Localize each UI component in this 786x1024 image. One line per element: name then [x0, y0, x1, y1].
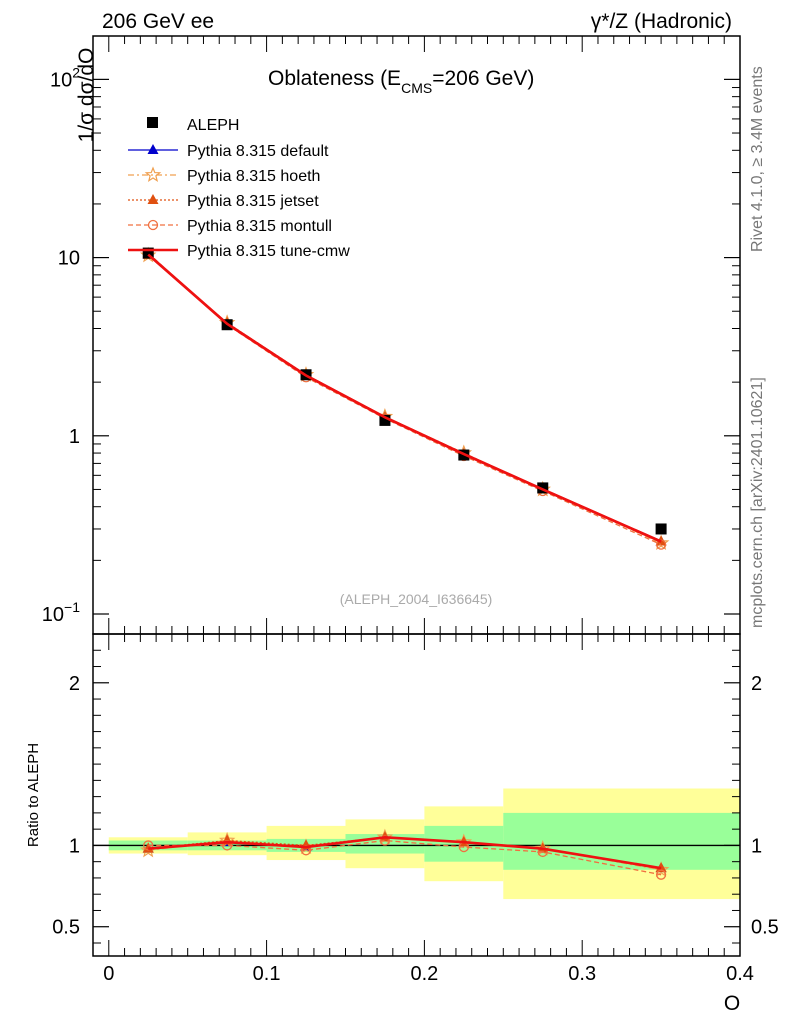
aleph-data-point: [379, 414, 391, 426]
ratio-plot-frame: [92, 633, 741, 957]
header-right: γ*/Z (Hadronic): [591, 10, 732, 33]
ratio-series-marker: [143, 840, 154, 851]
main-series-line: [147, 254, 662, 543]
aleph-data-point: [655, 523, 667, 535]
x-tick-label: 0: [103, 963, 114, 985]
main-y-tick-label: 10−1: [42, 599, 80, 626]
legend-marker: [147, 194, 159, 204]
header-left: 206 GeV ee: [102, 10, 214, 33]
ratio-y-tick-label-left: 2: [69, 673, 80, 695]
rivet-version-label: Rivet 4.1.0, ≥ 3.4M events: [749, 66, 766, 252]
legend-label: Pythia 8.315 montull: [187, 218, 332, 235]
legend-marker: [147, 219, 159, 231]
main-y-tick-label: 10: [58, 248, 80, 270]
main-series-line: [147, 254, 662, 543]
legend-label: Pythia 8.315 tune-cmw: [187, 243, 350, 260]
main-series-line: [147, 253, 662, 543]
x-tick-label: 0.2: [410, 963, 438, 985]
ratio-y-axis-label: Ratio to ALEPH: [25, 743, 42, 847]
main-series-line: [147, 254, 662, 544]
x-tick-label: 0.1: [253, 963, 281, 985]
ratio-y-tick-label-right: 0.5: [751, 917, 779, 939]
ratio-y-tick-label-right: 2: [751, 673, 762, 695]
main-series-line: [147, 252, 662, 546]
plot-title: Oblateness (ECMS=206 GeV): [268, 67, 534, 96]
legend-label: Pythia 8.315 jetset: [187, 193, 319, 210]
ratio-series-line: [148, 839, 662, 876]
ratio-y-tick-label-right: 1: [751, 835, 762, 857]
main-y-axis-label: 1/σ dσ/dO: [75, 48, 98, 143]
legend-label-aleph: ALEPH: [187, 117, 239, 134]
ratio-y-tick-label-left: 1: [69, 835, 80, 857]
ratio-y-tick-label-left: 0.5: [52, 917, 80, 939]
analysis-watermark: (ALEPH_2004_I636645): [340, 591, 493, 607]
ratio-series-marker: [655, 869, 667, 880]
legend: ALEPH Pythia 8.315 default Pythia 8.315 h…: [128, 117, 350, 260]
aleph-data-point: [142, 247, 154, 259]
tune-cmw-overlay-line: [147, 253, 662, 543]
legend-marker-aleph: [147, 117, 158, 128]
legend-label: Pythia 8.315 hoeth: [187, 168, 320, 185]
x-tick-label: 0.3: [568, 963, 596, 985]
main-y-tick-label: 1: [69, 426, 80, 448]
x-axis-label: O: [724, 992, 740, 1015]
legend-marker: [147, 144, 159, 154]
ratio-series-line: [148, 835, 662, 870]
x-tick-label: 0.4: [726, 963, 754, 985]
legend-label: Pythia 8.315 default: [187, 143, 329, 160]
mcplots-source-label: mcplots.cern.ch [arXiv:2401.10621]: [749, 377, 766, 628]
main-y-tick-label: 102: [50, 64, 80, 91]
aleph-data-point: [537, 482, 549, 494]
main-series-marker: [652, 534, 670, 551]
legend-marker: [144, 166, 162, 183]
